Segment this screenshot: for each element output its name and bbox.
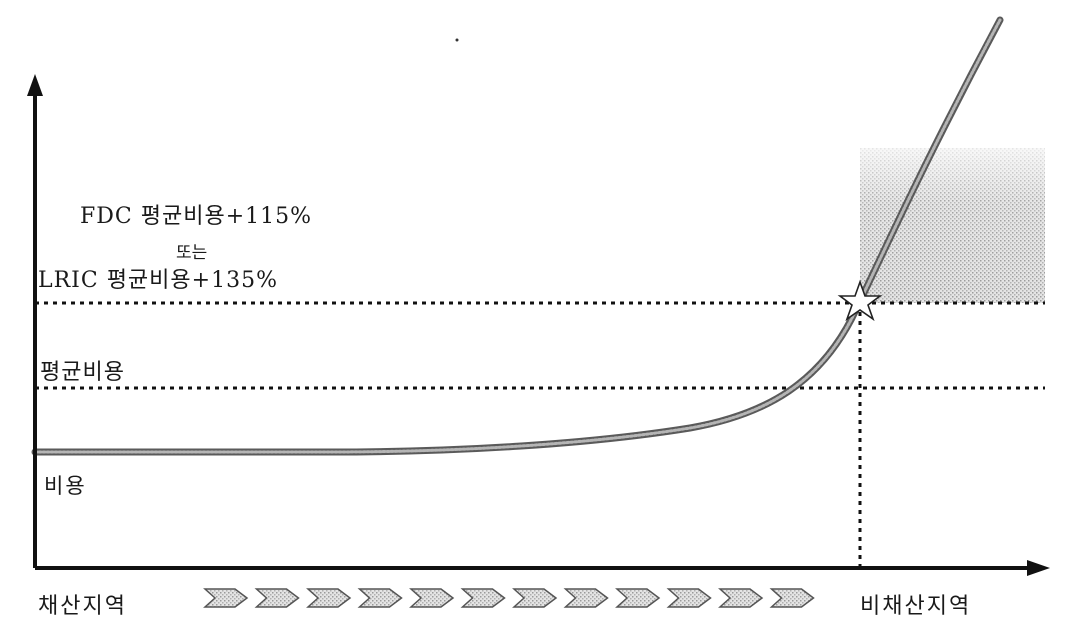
chevron-arrow-icon: [460, 588, 506, 608]
chevron-arrow-icon: [666, 588, 712, 608]
average-cost-label: 평균비용: [40, 360, 125, 385]
chevron-arrow-icon: [512, 588, 558, 608]
chevron-arrow-icon: [615, 588, 661, 608]
transition-arrows: [203, 588, 815, 608]
excess-cost-region: [860, 148, 1045, 303]
chevron-arrow-icon: [357, 588, 403, 608]
fdc-threshold-label: FDC 평균비용+115%: [80, 204, 313, 229]
chevron-arrow-icon: [254, 588, 300, 608]
star-icon: [837, 279, 883, 322]
x-axis: [35, 560, 1050, 576]
unprofitable-area-label: 비채산지역: [860, 594, 972, 619]
chevron-arrow-icon: [306, 588, 352, 608]
y-axis: [27, 74, 43, 568]
chevron-arrow-icon: [718, 588, 764, 608]
chevron-arrow-icon: [769, 588, 815, 608]
chevron-arrow-icon: [563, 588, 609, 608]
profitable-area-label: 채산지역: [38, 594, 127, 619]
chevron-arrow-icon: [203, 588, 249, 608]
or-label: 또는: [176, 243, 208, 263]
chevron-arrow-icon: [409, 588, 455, 608]
lric-threshold-label: LRIC 평균비용+135%: [38, 268, 278, 293]
cost-label: 비용: [44, 474, 87, 498]
